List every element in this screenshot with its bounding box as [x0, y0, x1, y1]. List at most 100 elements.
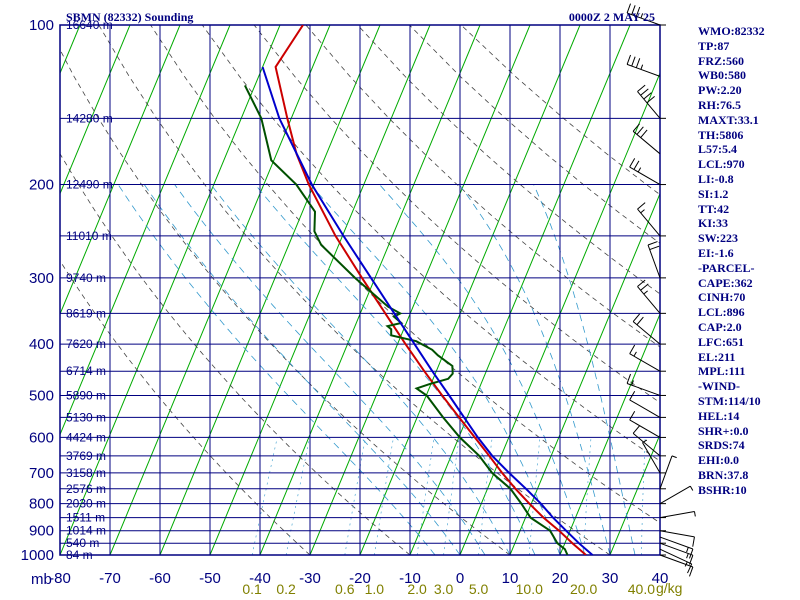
wind-barb	[637, 279, 661, 314]
mixing-ratio-line	[344, 437, 366, 555]
temperature-tick-label: -70	[99, 570, 121, 587]
isotherm	[60, 25, 131, 195]
wind-barb	[626, 54, 661, 77]
dry-adiabat	[409, 25, 660, 244]
height-label: 16640 m	[66, 18, 113, 32]
dry-adiabat	[201, 25, 660, 462]
height-label: 11010 m	[66, 229, 112, 243]
dry-adiabat	[150, 25, 660, 524]
mixing-unit-label: g/kg	[656, 580, 682, 596]
temperature-tick-label: -40	[249, 570, 271, 587]
moist-adiabat	[254, 184, 536, 555]
wind-barb	[659, 536, 694, 559]
mixing-ratio-label: 0.2	[276, 581, 296, 597]
wind-barb	[659, 511, 696, 519]
height-label: 12490 m	[66, 178, 113, 192]
moist-adiabat	[310, 184, 561, 555]
wind-barb	[647, 241, 661, 279]
temperature-tick-label: -10	[399, 570, 421, 587]
pressure-tick-label: 500	[29, 387, 54, 404]
moist-adiabat	[143, 184, 461, 555]
height-label: 4424 m	[66, 430, 106, 444]
height-label: 7620 m	[66, 337, 106, 351]
dry-adiabat	[98, 25, 611, 555]
mixing-ratio-label: 0.6	[335, 581, 355, 597]
temperature-tick-label: 40	[652, 570, 669, 587]
mixing-ratio-line	[416, 437, 435, 555]
wind-barb	[632, 313, 661, 345]
isotherm	[359, 25, 581, 555]
moist-adiabat	[533, 184, 636, 555]
isotherm	[659, 553, 660, 555]
wind-barb	[659, 485, 694, 505]
temperature-tick-label: -30	[299, 570, 321, 587]
height-label: 540 m	[66, 536, 99, 550]
mixing-ratio-label: 5.0	[469, 581, 489, 597]
isotherm	[710, 25, 800, 555]
isotherm	[559, 312, 660, 555]
moist-adiabat	[210, 184, 511, 555]
temperature-tick-label: 30	[602, 570, 619, 587]
pressure-tick-label: 900	[29, 523, 54, 540]
wind-barb	[659, 554, 694, 577]
mixing-ratio-label: 10.0	[516, 581, 543, 597]
mixing-ratio-label: 2.0	[407, 581, 427, 597]
mixing-ratio-label: 40.0	[628, 581, 655, 597]
height-label: 9740 m	[66, 271, 106, 285]
temperature-tick-label: -80	[49, 570, 71, 587]
mixing-ratio-line	[641, 437, 646, 555]
wind-barb	[659, 542, 694, 565]
sounding-series	[244, 25, 594, 555]
wind-barb	[632, 425, 661, 457]
isotherm	[109, 25, 331, 555]
height-label: 84 m	[66, 548, 93, 562]
dry-adiabat	[60, 48, 511, 555]
height-label: 1511 m	[66, 511, 105, 525]
pressure-tick-label: 1000	[21, 547, 54, 564]
mixing-ratio-label: 1.0	[365, 581, 385, 597]
height-label: 3769 m	[66, 449, 106, 463]
temperature-tick-label: 10	[502, 570, 519, 587]
moist-adiabat	[117, 184, 436, 555]
pressure-tick-label: 400	[29, 336, 54, 353]
wind-barb	[632, 123, 661, 155]
isotherm	[459, 71, 660, 555]
wind-barb	[637, 202, 661, 237]
mixing-ratio-label: 3.0	[434, 581, 454, 597]
mixing-ratio-line	[251, 437, 278, 555]
temperature-tick-label: -60	[149, 570, 171, 587]
height-label: 14280 m	[66, 111, 113, 125]
isotherm	[60, 25, 181, 316]
temperature-tick-label: 20	[552, 570, 569, 587]
height-label: 1014 m	[66, 524, 106, 538]
temperature-line	[274, 25, 587, 555]
wind-barb	[626, 3, 661, 26]
isotherm	[159, 25, 381, 555]
height-label: 8619 m	[66, 306, 106, 320]
wind-barb	[629, 344, 661, 372]
isotherm	[409, 25, 631, 555]
height-label: 5890 m	[66, 388, 106, 402]
wind-barb	[659, 455, 677, 489]
temperature-tick-label: -20	[349, 570, 371, 587]
dewpoint-line	[244, 84, 569, 555]
pressure-tick-label: 700	[29, 465, 54, 482]
pressure-unit-label: mb	[31, 571, 52, 588]
pressure-tick-label: 100	[29, 17, 54, 34]
pressure-tick-label: 600	[29, 429, 54, 446]
temperature-tick-label: -50	[199, 570, 221, 587]
mixing-ratio-label: 0.1	[242, 581, 262, 597]
isotherm	[609, 433, 660, 555]
isotherm	[209, 25, 431, 555]
pressure-tick-label: 800	[29, 496, 54, 513]
wind-barb	[637, 84, 661, 119]
wind-barb	[629, 390, 661, 418]
chart-title: SBMN (82332) Sounding	[66, 10, 193, 24]
plot-frame	[59, 24, 661, 556]
dry-adiabat	[357, 25, 660, 295]
temperature-tick-label: 0	[456, 570, 464, 587]
isotherm	[60, 25, 231, 436]
isotherm	[0, 25, 30, 555]
